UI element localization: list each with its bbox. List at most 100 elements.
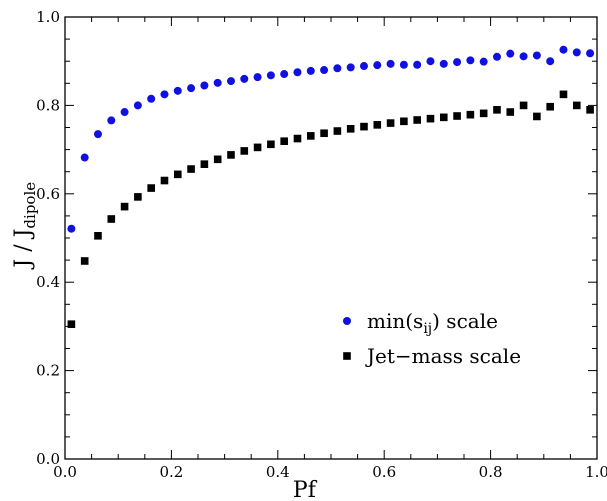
data-point — [346, 125, 355, 133]
data-point — [213, 78, 222, 87]
data-point — [227, 151, 235, 159]
x-axis-title: Pf — [293, 478, 318, 501]
data-point — [386, 59, 395, 68]
data-point — [306, 132, 315, 140]
data-point — [280, 137, 288, 146]
data-point — [559, 90, 568, 99]
legend-label-jet-mass: Jet−mass scale — [365, 344, 521, 368]
data-point — [346, 63, 355, 72]
data-point — [532, 51, 541, 60]
data-point — [67, 320, 76, 328]
data-point — [373, 121, 382, 129]
legend-marker-min-sij — [343, 317, 351, 325]
data-point — [107, 215, 116, 223]
x-tick-label: 0.0 — [53, 463, 77, 481]
legend-label-min-sij-suffix: ) scale — [432, 309, 498, 333]
legend-marker-shape — [343, 317, 351, 325]
legend-label-min-sij: min(sij) scale — [367, 309, 498, 337]
legend: min(sij) scale Jet−mass scale — [343, 309, 521, 368]
data-point — [107, 116, 116, 125]
data-point — [226, 77, 235, 86]
data-point — [519, 52, 528, 61]
data-point — [439, 113, 448, 122]
data-point — [466, 110, 475, 119]
data-point — [94, 231, 102, 240]
ticks-layer — [64, 16, 598, 460]
data-point — [253, 143, 262, 152]
data-point — [293, 134, 302, 143]
data-point — [359, 62, 368, 71]
data-point — [240, 74, 249, 83]
y-tick-label: 0.4 — [36, 273, 60, 291]
y-tick-label: 0.2 — [36, 362, 60, 380]
data-point — [320, 66, 329, 75]
data-point — [453, 58, 462, 67]
data-point — [280, 70, 289, 79]
data-point — [506, 49, 515, 58]
data-point — [320, 129, 328, 138]
data-point — [160, 176, 169, 185]
y-tick-label: 0.0 — [36, 450, 60, 468]
legend-label-min-sij-sub: ij — [423, 321, 432, 337]
data-point — [293, 68, 302, 77]
data-point — [546, 102, 554, 111]
data-point — [147, 94, 156, 103]
data-point — [586, 49, 595, 58]
y-axis-title-main: J / J — [11, 229, 36, 270]
data-point — [333, 64, 342, 73]
data-point — [572, 101, 581, 110]
x-tick-label: 0.4 — [266, 463, 290, 481]
x-tick-label: 0.2 — [159, 463, 183, 481]
data-point — [426, 57, 435, 66]
data-point — [120, 108, 129, 117]
data-point — [147, 184, 155, 192]
series-min-sij-scale — [67, 45, 595, 233]
data-point — [267, 140, 275, 149]
labels-layer: 0.0 0.2 0.4 0.6 0.8 1.0 0.0 0.2 0.4 0.6 0.8 1.0 — [36, 8, 607, 481]
data-point — [187, 165, 195, 173]
data-point — [386, 119, 395, 127]
data-point — [187, 84, 196, 93]
data-point — [413, 60, 422, 69]
data-point — [493, 106, 501, 114]
data-point — [586, 106, 594, 114]
data-point — [466, 56, 475, 65]
data-point — [400, 117, 408, 126]
data-point — [213, 155, 222, 164]
data-point — [479, 109, 488, 118]
data-point — [492, 52, 501, 61]
data-point — [306, 66, 315, 75]
plot-frame — [64, 16, 598, 460]
data-point — [240, 147, 249, 155]
data-point — [173, 86, 182, 95]
data-point — [399, 60, 408, 69]
y-tick-label: 0.8 — [36, 96, 60, 114]
y-tick-label: 0.6 — [36, 185, 60, 203]
data-point — [360, 122, 368, 131]
data-point — [266, 71, 275, 80]
data-point — [200, 81, 209, 90]
data-point — [479, 57, 488, 66]
data-point — [173, 170, 182, 179]
data-point — [93, 130, 102, 139]
data-point — [426, 114, 435, 123]
data-point — [200, 160, 209, 168]
data-point — [67, 224, 76, 233]
x-tick-label: 1.0 — [585, 463, 607, 481]
legend-marker-jet-mass — [343, 352, 351, 360]
data-point — [120, 202, 129, 211]
data-point — [572, 48, 581, 57]
data-point — [160, 90, 169, 99]
data-point — [253, 73, 262, 82]
legend-marker-shape — [343, 352, 351, 360]
data-point — [80, 153, 89, 162]
series-layer — [67, 45, 595, 328]
data-point — [453, 112, 461, 120]
y-tick-label: 1.0 — [36, 8, 60, 26]
data-point — [559, 45, 568, 54]
data-point — [134, 193, 142, 201]
data-point — [533, 112, 541, 121]
data-point — [506, 108, 515, 116]
y-axis-title: J / Jdipole — [11, 182, 39, 270]
